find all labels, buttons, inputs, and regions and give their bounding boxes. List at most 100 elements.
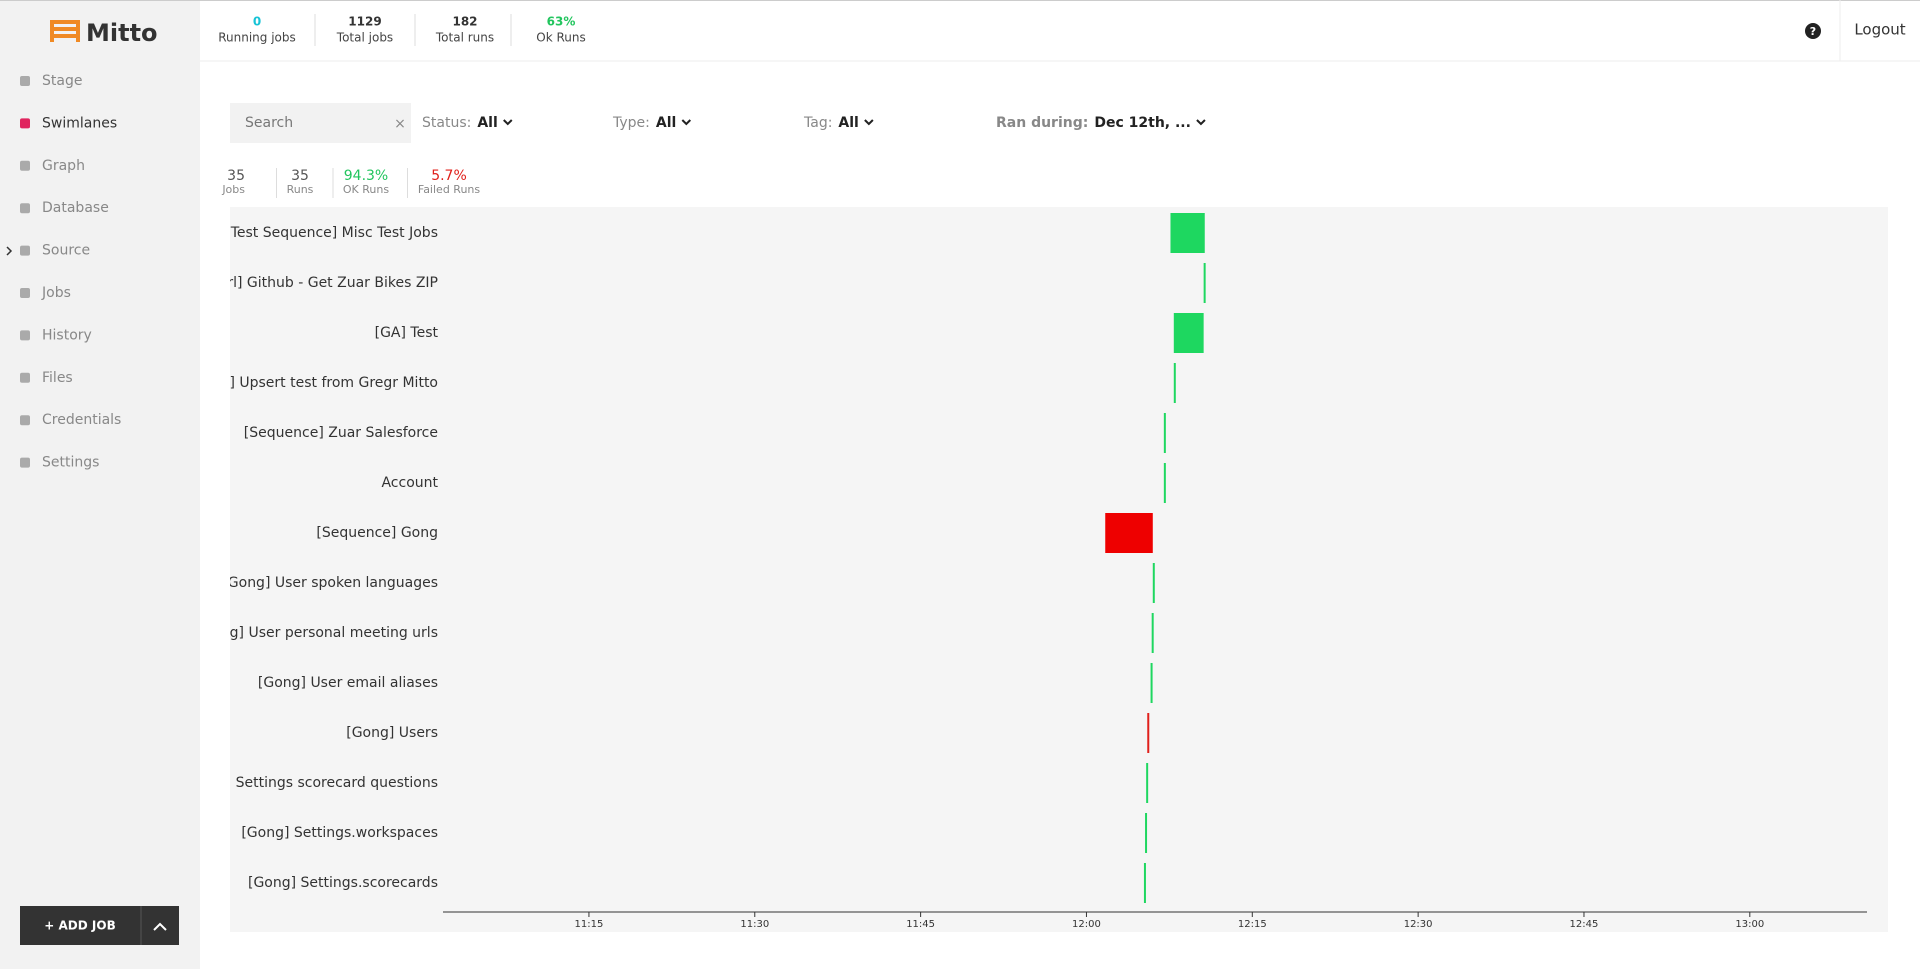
run-bar[interactable]: [1105, 513, 1153, 553]
row-label: [Gong] Settings.workspaces: [241, 825, 438, 841]
row-label: ry] Upsert test from Gregr Mitto: [215, 375, 438, 391]
brand: Mitto: [86, 19, 158, 47]
nav-icon[interactable]: [20, 76, 30, 86]
summary-label: OK Runs: [343, 183, 389, 196]
stat-value: 63%: [547, 15, 576, 29]
x-tick-label: 11:30: [740, 919, 769, 930]
nav-item[interactable]: History: [42, 327, 92, 343]
row-label: cUrl] Github - Get Zuar Bikes ZIP: [209, 275, 438, 291]
run-bar[interactable]: [1163, 413, 1166, 453]
row-label: [Gong] User spoken languages: [222, 575, 438, 591]
dropdown-arrow[interactable]: [1196, 119, 1206, 126]
stat-label: Ok Runs: [536, 31, 585, 45]
stat-label: Total jobs: [336, 31, 393, 45]
row-label: ong] User personal meeting urls: [212, 625, 438, 641]
row-label: [Gong] Settings.scorecards: [248, 875, 438, 891]
run-bar[interactable]: [1145, 813, 1148, 853]
dropdown-arrow[interactable]: [681, 119, 692, 126]
help-label[interactable]: ?: [1810, 25, 1816, 38]
filter-label[interactable]: Tag:: [803, 115, 832, 131]
dropdown-arrow[interactable]: [503, 119, 513, 126]
row-label: ng] Settings scorecard questions: [208, 775, 438, 791]
run-bar[interactable]: [1143, 863, 1146, 903]
nav-icon[interactable]: [20, 118, 30, 129]
logo-bar: [76, 20, 80, 42]
nav-item[interactable]: Settings: [42, 455, 99, 471]
nav-item[interactable]: Database: [42, 200, 109, 216]
logo-bar: [50, 34, 80, 38]
filter-value[interactable]: All: [656, 115, 676, 131]
search-placeholder[interactable]: Search: [245, 115, 293, 131]
run-bar[interactable]: [1173, 363, 1176, 403]
run-bar[interactable]: [1152, 563, 1155, 603]
nav-item[interactable]: Files: [42, 370, 73, 386]
summary-value: 35: [291, 168, 309, 184]
stat-label: Total runs: [435, 31, 494, 45]
run-bar[interactable]: [1150, 663, 1153, 703]
nav-item[interactable]: Swimlanes: [42, 115, 117, 131]
run-bar[interactable]: [1203, 263, 1206, 303]
stat-value: 1129: [348, 15, 381, 29]
row-label: [Test Sequence] Misc Test Jobs: [225, 225, 438, 241]
nav-item[interactable]: Graph: [42, 158, 85, 174]
summary-label: Jobs: [221, 183, 245, 196]
nav-icon[interactable]: [20, 330, 30, 341]
filter-label[interactable]: Type:: [612, 115, 650, 131]
nav-item[interactable]: Jobs: [41, 285, 71, 301]
add-job-bg[interactable]: [20, 906, 179, 945]
nav-icon[interactable]: [20, 288, 30, 298]
stat-value: 182: [452, 15, 477, 29]
nav-icon[interactable]: [20, 203, 30, 214]
run-bar[interactable]: [1151, 613, 1154, 653]
stat-value: 0: [253, 15, 261, 29]
logout[interactable]: Logout: [1854, 21, 1905, 39]
chevron[interactable]: [153, 922, 167, 931]
row-label: Account: [381, 475, 438, 491]
nav-icon[interactable]: [20, 457, 30, 468]
x-tick-label: 12:00: [1072, 919, 1101, 930]
expand-arrow: [6, 246, 13, 256]
nav-icon[interactable]: [20, 160, 30, 171]
filter-value[interactable]: Dec 12th, ...: [1094, 115, 1191, 131]
clear-search[interactable]: ×: [394, 116, 406, 132]
x-tick-label: 12:45: [1570, 919, 1599, 930]
nav-icon[interactable]: [20, 372, 30, 383]
x-tick-label: 11:45: [906, 919, 935, 930]
summary-value: 94.3%: [344, 168, 388, 184]
nav-item[interactable]: Credentials: [42, 412, 121, 428]
run-bar[interactable]: [1173, 313, 1204, 353]
filter-value[interactable]: All: [838, 115, 858, 131]
run-bar[interactable]: [1163, 463, 1166, 503]
search-box[interactable]: [230, 103, 411, 143]
nav-item[interactable]: Source: [42, 243, 90, 259]
filter-label[interactable]: Status:: [422, 115, 471, 131]
row-label: [Sequence] Zuar Salesforce: [244, 425, 438, 441]
summary-value: 5.7%: [431, 168, 467, 184]
x-tick-label: 12:15: [1238, 919, 1267, 930]
x-tick-label: 13:00: [1735, 919, 1764, 930]
nav-item[interactable]: Stage: [42, 73, 82, 89]
filter-value[interactable]: All: [477, 115, 497, 131]
dropdown-arrow[interactable]: [864, 119, 874, 126]
logo-bar: [50, 20, 54, 42]
nav-icon[interactable]: [20, 415, 30, 426]
run-bar[interactable]: [1170, 213, 1205, 253]
logo-bar: [50, 20, 80, 24]
row-label: [Gong] Users: [346, 725, 438, 741]
chart-panel: [230, 207, 1888, 932]
x-tick-label: 12:30: [1404, 919, 1433, 930]
row-label: [Gong] User email aliases: [258, 675, 438, 691]
sidebar: [0, 0, 200, 969]
summary-value: 35: [227, 168, 245, 184]
add-job-label[interactable]: + ADD JOB: [44, 919, 115, 933]
nav-icon[interactable]: [20, 245, 30, 256]
run-bar[interactable]: [1146, 763, 1149, 803]
add-job-button[interactable]: + ADD JOB: [20, 906, 179, 945]
logo: [50, 20, 80, 42]
filter-label[interactable]: Ran during:: [996, 115, 1088, 131]
help-icon[interactable]: [1805, 23, 1821, 39]
run-bar[interactable]: [1147, 713, 1150, 753]
row-label: [Sequence] Gong: [316, 525, 438, 541]
